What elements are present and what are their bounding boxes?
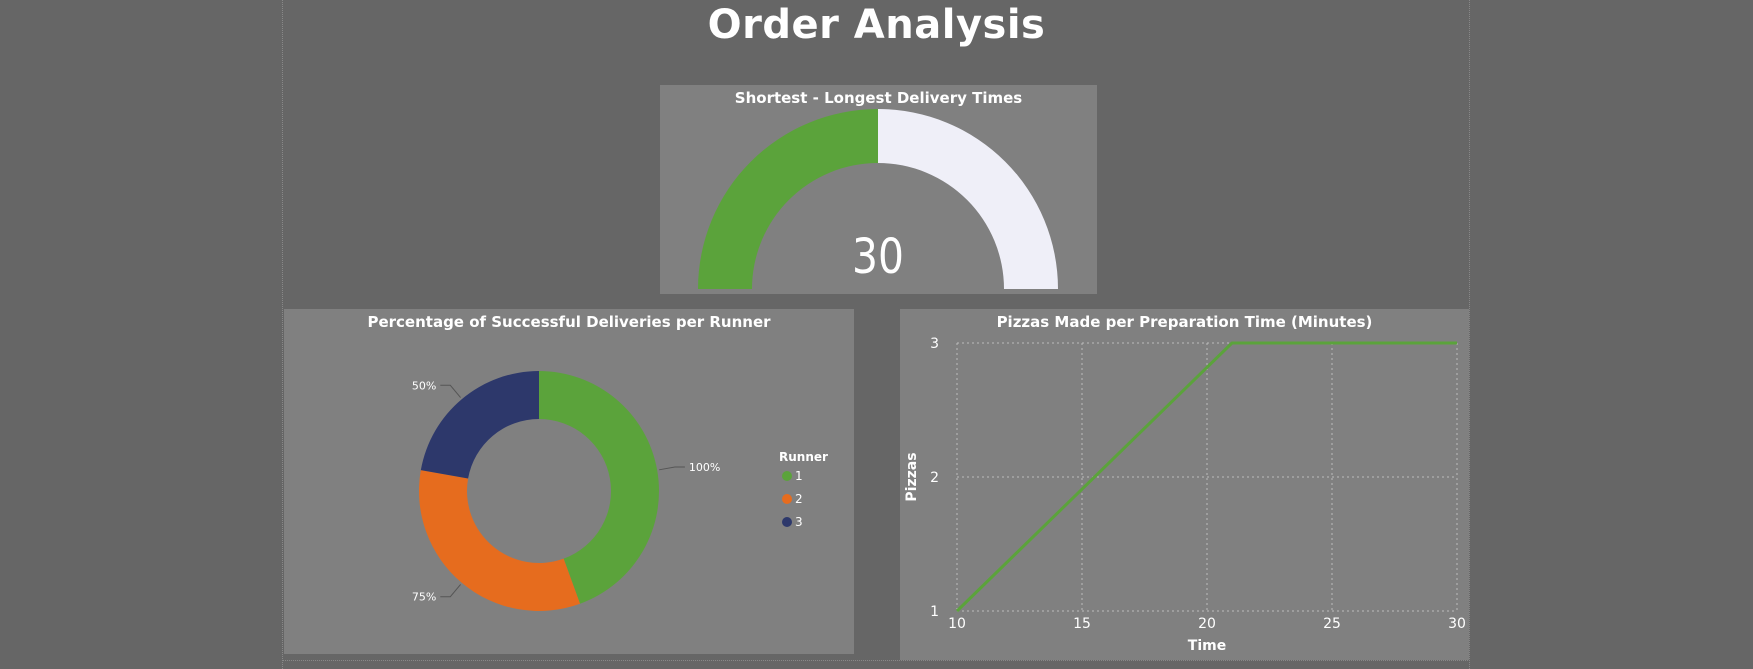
- canvas-border-bottom: [282, 660, 1470, 661]
- donut-slice-runner-2[interactable]: [419, 470, 581, 611]
- canvas-border-right: [1469, 0, 1470, 669]
- donut-chart: 100% 75% 50% Runner 1 2 3: [412, 371, 828, 611]
- y-tick-label: 2: [930, 470, 939, 486]
- legend-title: Runner: [779, 450, 828, 464]
- legend-label-runner-3[interactable]: 3: [795, 515, 803, 529]
- x-axis-title: Time: [1188, 638, 1226, 654]
- x-tick-label: 15: [1073, 616, 1091, 632]
- gauge-value: 30: [852, 229, 904, 285]
- donut-title: Percentage of Successful Deliveries per …: [367, 313, 771, 331]
- donut-data-label: 75%: [412, 591, 436, 604]
- gauge-title: Shortest - Longest Delivery Times: [734, 89, 1023, 107]
- line-series[interactable]: [955, 341, 1457, 613]
- legend-label-runner-1[interactable]: 1: [795, 469, 803, 483]
- x-tick-label: 30: [1448, 616, 1466, 632]
- y-tick-label: 3: [930, 336, 939, 352]
- page-title: Order Analysis: [707, 2, 1046, 48]
- donut-data-label: 100%: [689, 461, 720, 474]
- x-tick-label: 10: [948, 616, 966, 632]
- legend-marker-runner-2[interactable]: [782, 494, 792, 504]
- donut-slice-runner-3[interactable]: [420, 371, 539, 479]
- gauge-track: [878, 109, 1058, 289]
- donut-leader-line: [659, 466, 685, 471]
- legend-marker-runner-3[interactable]: [782, 517, 792, 527]
- x-tick-label: 25: [1323, 616, 1341, 632]
- legend-label-runner-2[interactable]: 2: [795, 492, 803, 506]
- line-chart: 10 15 20 25 30 1 2 3 Time Pizzas: [904, 336, 1466, 654]
- legend-marker-runner-1[interactable]: [782, 471, 792, 481]
- y-axis-title: Pizzas: [904, 452, 920, 501]
- y-tick-label: 1: [930, 604, 939, 620]
- pizzas-prep-time-line-panel[interactable]: Pizzas Made per Preparation Time (Minute…: [900, 309, 1469, 660]
- gauge-fill: [698, 109, 878, 289]
- donut-leader-line: [440, 384, 461, 398]
- delivery-times-gauge-panel[interactable]: Shortest - Longest Delivery Times 30: [660, 85, 1097, 294]
- line-title: Pizzas Made per Preparation Time (Minute…: [996, 313, 1373, 331]
- x-tick-label: 20: [1198, 616, 1216, 632]
- donut-leader-line: [440, 584, 461, 598]
- gauge-chart: 30: [698, 109, 1058, 289]
- successful-deliveries-donut-panel[interactable]: Percentage of Successful Deliveries per …: [284, 309, 854, 654]
- donut-data-label: 50%: [412, 379, 436, 392]
- canvas-border-left: [282, 0, 283, 669]
- donut-slice-runner-1[interactable]: [539, 371, 660, 604]
